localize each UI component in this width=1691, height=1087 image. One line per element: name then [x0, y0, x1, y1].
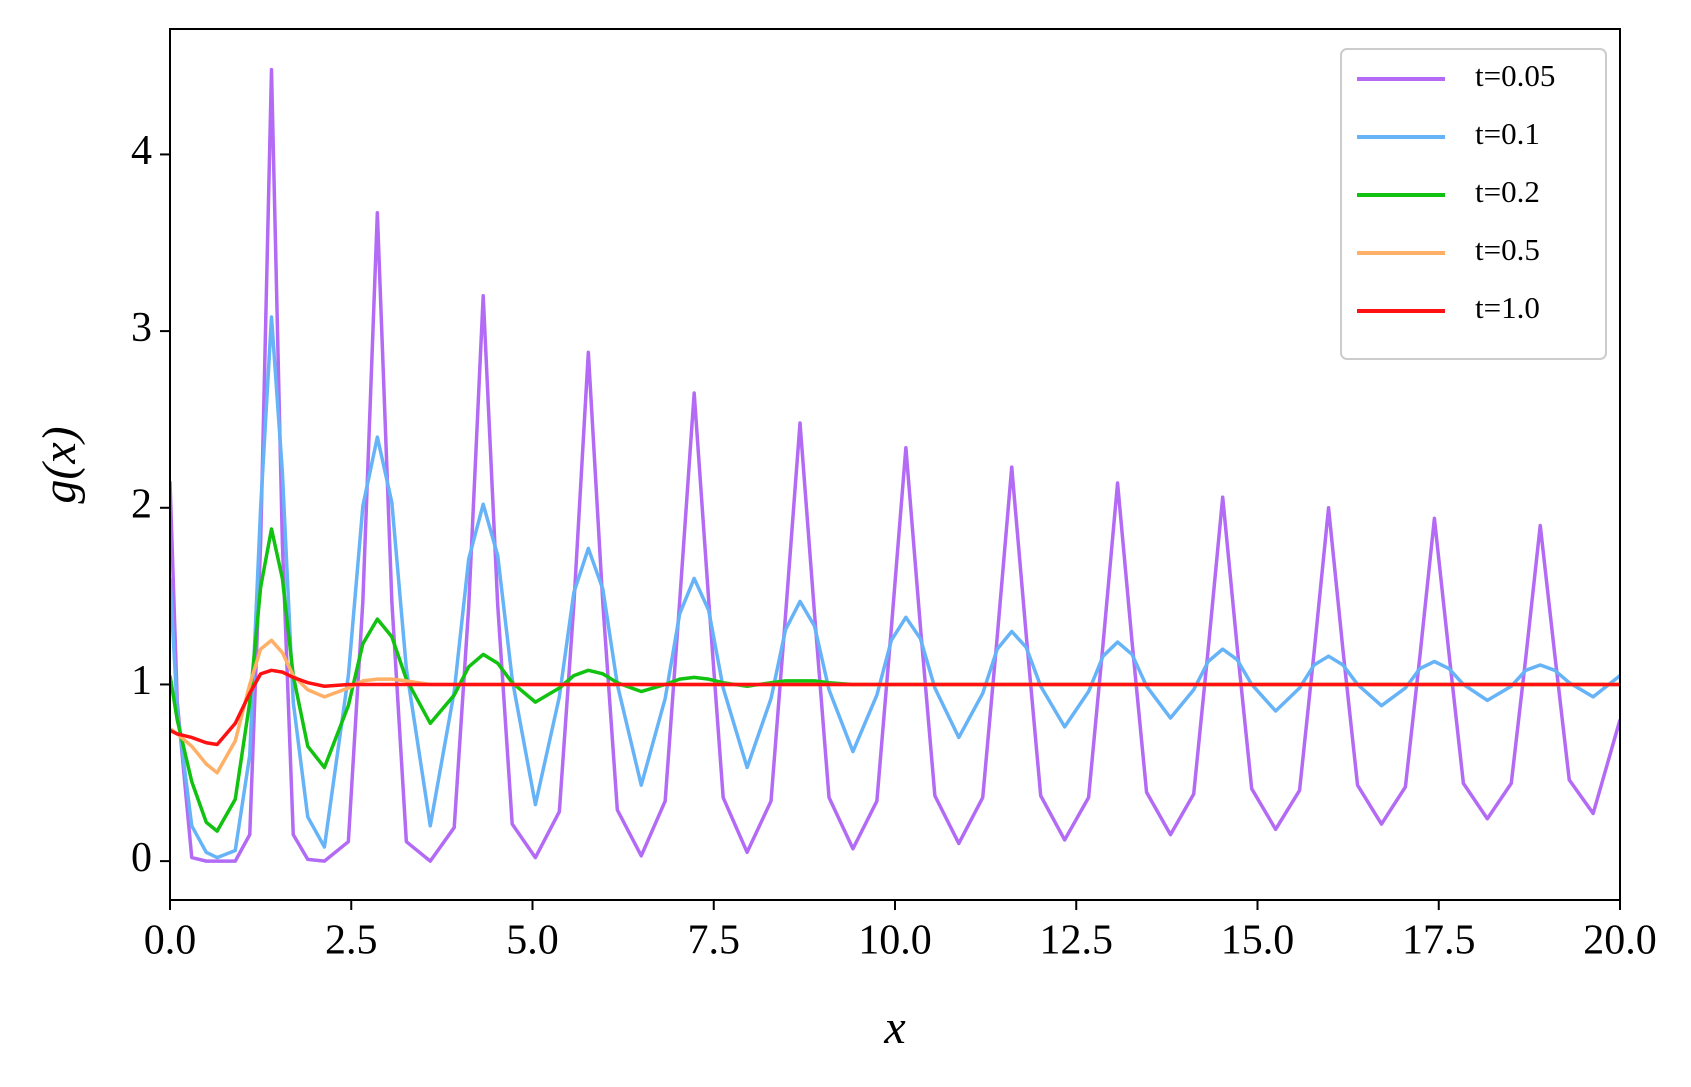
x-axis-label: x — [883, 1001, 905, 1054]
data-line — [170, 67, 1620, 863]
x-tick-label: 12.5 — [1040, 918, 1114, 964]
legend-label: t=0.1 — [1475, 116, 1540, 151]
y-tick-label: 2 — [131, 481, 152, 527]
x-tick-label: 0.0 — [144, 918, 197, 964]
plot-frame — [169, 28, 1621, 901]
legend-label: t=1.0 — [1475, 290, 1540, 325]
legend-label: t=0.5 — [1475, 232, 1540, 267]
data-line — [170, 315, 1620, 860]
x-tick-label: 2.5 — [325, 918, 378, 964]
x-tick-label: 10.0 — [858, 918, 932, 964]
data-line — [170, 638, 1620, 775]
y-tick-label: 3 — [131, 305, 152, 351]
legend-frame — [1340, 48, 1607, 360]
x-tick-label: 17.5 — [1402, 918, 1476, 964]
y-tick-label: 4 — [131, 128, 152, 174]
x-tick-label: 15.0 — [1221, 918, 1295, 964]
y-tick-label: 0 — [131, 835, 152, 881]
x-tick-label: 7.5 — [688, 918, 741, 964]
legend-label: t=0.05 — [1475, 58, 1555, 93]
x-tick-label: 20.0 — [1583, 918, 1657, 964]
x-tick-label: 5.0 — [506, 918, 559, 964]
y-axis-label: g(x) — [33, 426, 86, 503]
legend-label: t=0.2 — [1475, 174, 1540, 209]
data-line — [170, 668, 1620, 747]
y-tick-label: 1 — [131, 658, 152, 704]
